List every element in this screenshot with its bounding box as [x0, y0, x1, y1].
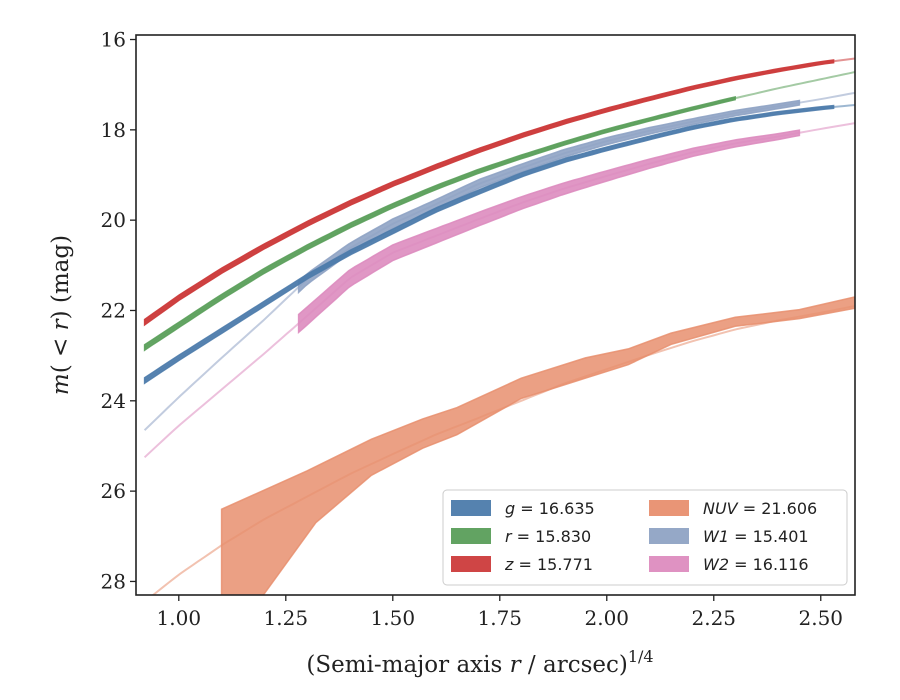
y-tick-label-5: 26 [101, 479, 126, 503]
series-r [143, 71, 855, 352]
y-tick-label-2: 20 [101, 208, 126, 232]
legend-swatch-w1 [649, 528, 689, 544]
y-tick-label-4: 24 [101, 389, 126, 413]
legend-swatch-z [451, 556, 491, 572]
legend-label-nuv: NUV = 21.606 [703, 499, 817, 518]
series-nuv [151, 296, 855, 595]
series-w2 [143, 122, 855, 459]
legend-label-z: z = 15.771 [504, 555, 593, 574]
ticks-layer: 1.00 1.25 1.50 1.75 2.00 2.25 2.50 16 18 20 22 24 26… [101, 28, 843, 630]
series-g-extrapolation [144, 104, 855, 382]
x-axis-label: (Semi-major axis r / arcsec)1/4 [306, 647, 653, 678]
x-tick-label-5: 2.25 [692, 606, 737, 630]
legend-swatch-r [451, 528, 491, 544]
x-tick-label-0: 1.00 [157, 606, 202, 630]
series-r-band [143, 95, 736, 352]
x-tick-label-6: 2.50 [798, 606, 843, 630]
y-tick-label-1: 18 [101, 118, 126, 142]
legend-swatch-nuv [649, 500, 689, 516]
series-z [143, 57, 855, 327]
legend-label-r: r = 15.830 [505, 527, 591, 546]
series-z-extrapolation [144, 57, 855, 324]
x-tick-label-2: 1.50 [371, 606, 416, 630]
series-g-band [143, 104, 835, 385]
legend-box [442, 489, 848, 586]
legend: g = 16.635 r = 15.830 z = 15.771 NUV = 21.6… [442, 489, 848, 586]
y-tick-label-6: 28 [101, 569, 126, 593]
legend-label-g: g = 16.635 [505, 499, 595, 518]
y-axis-label: m( < r) (mag) [48, 235, 74, 395]
legend-swatch-w2 [649, 556, 689, 572]
legend-swatch-g [451, 500, 491, 516]
x-tick-label-3: 1.75 [478, 606, 523, 630]
y-tick-label-0: 16 [101, 28, 126, 52]
y-tick-label-3: 22 [101, 298, 126, 322]
series-w2-band [297, 129, 801, 335]
plot-frame [135, 34, 856, 596]
series-layer [143, 57, 855, 595]
series-z-band [143, 59, 835, 327]
legend-label-w2: W2 = 16.116 [703, 555, 809, 574]
series-g [143, 104, 855, 385]
x-tick-label-1: 1.25 [264, 606, 309, 630]
x-tick-label-4: 2.00 [585, 606, 630, 630]
series-nuv-band [220, 296, 855, 595]
legend-label-w1: W1 = 15.401 [703, 527, 809, 546]
